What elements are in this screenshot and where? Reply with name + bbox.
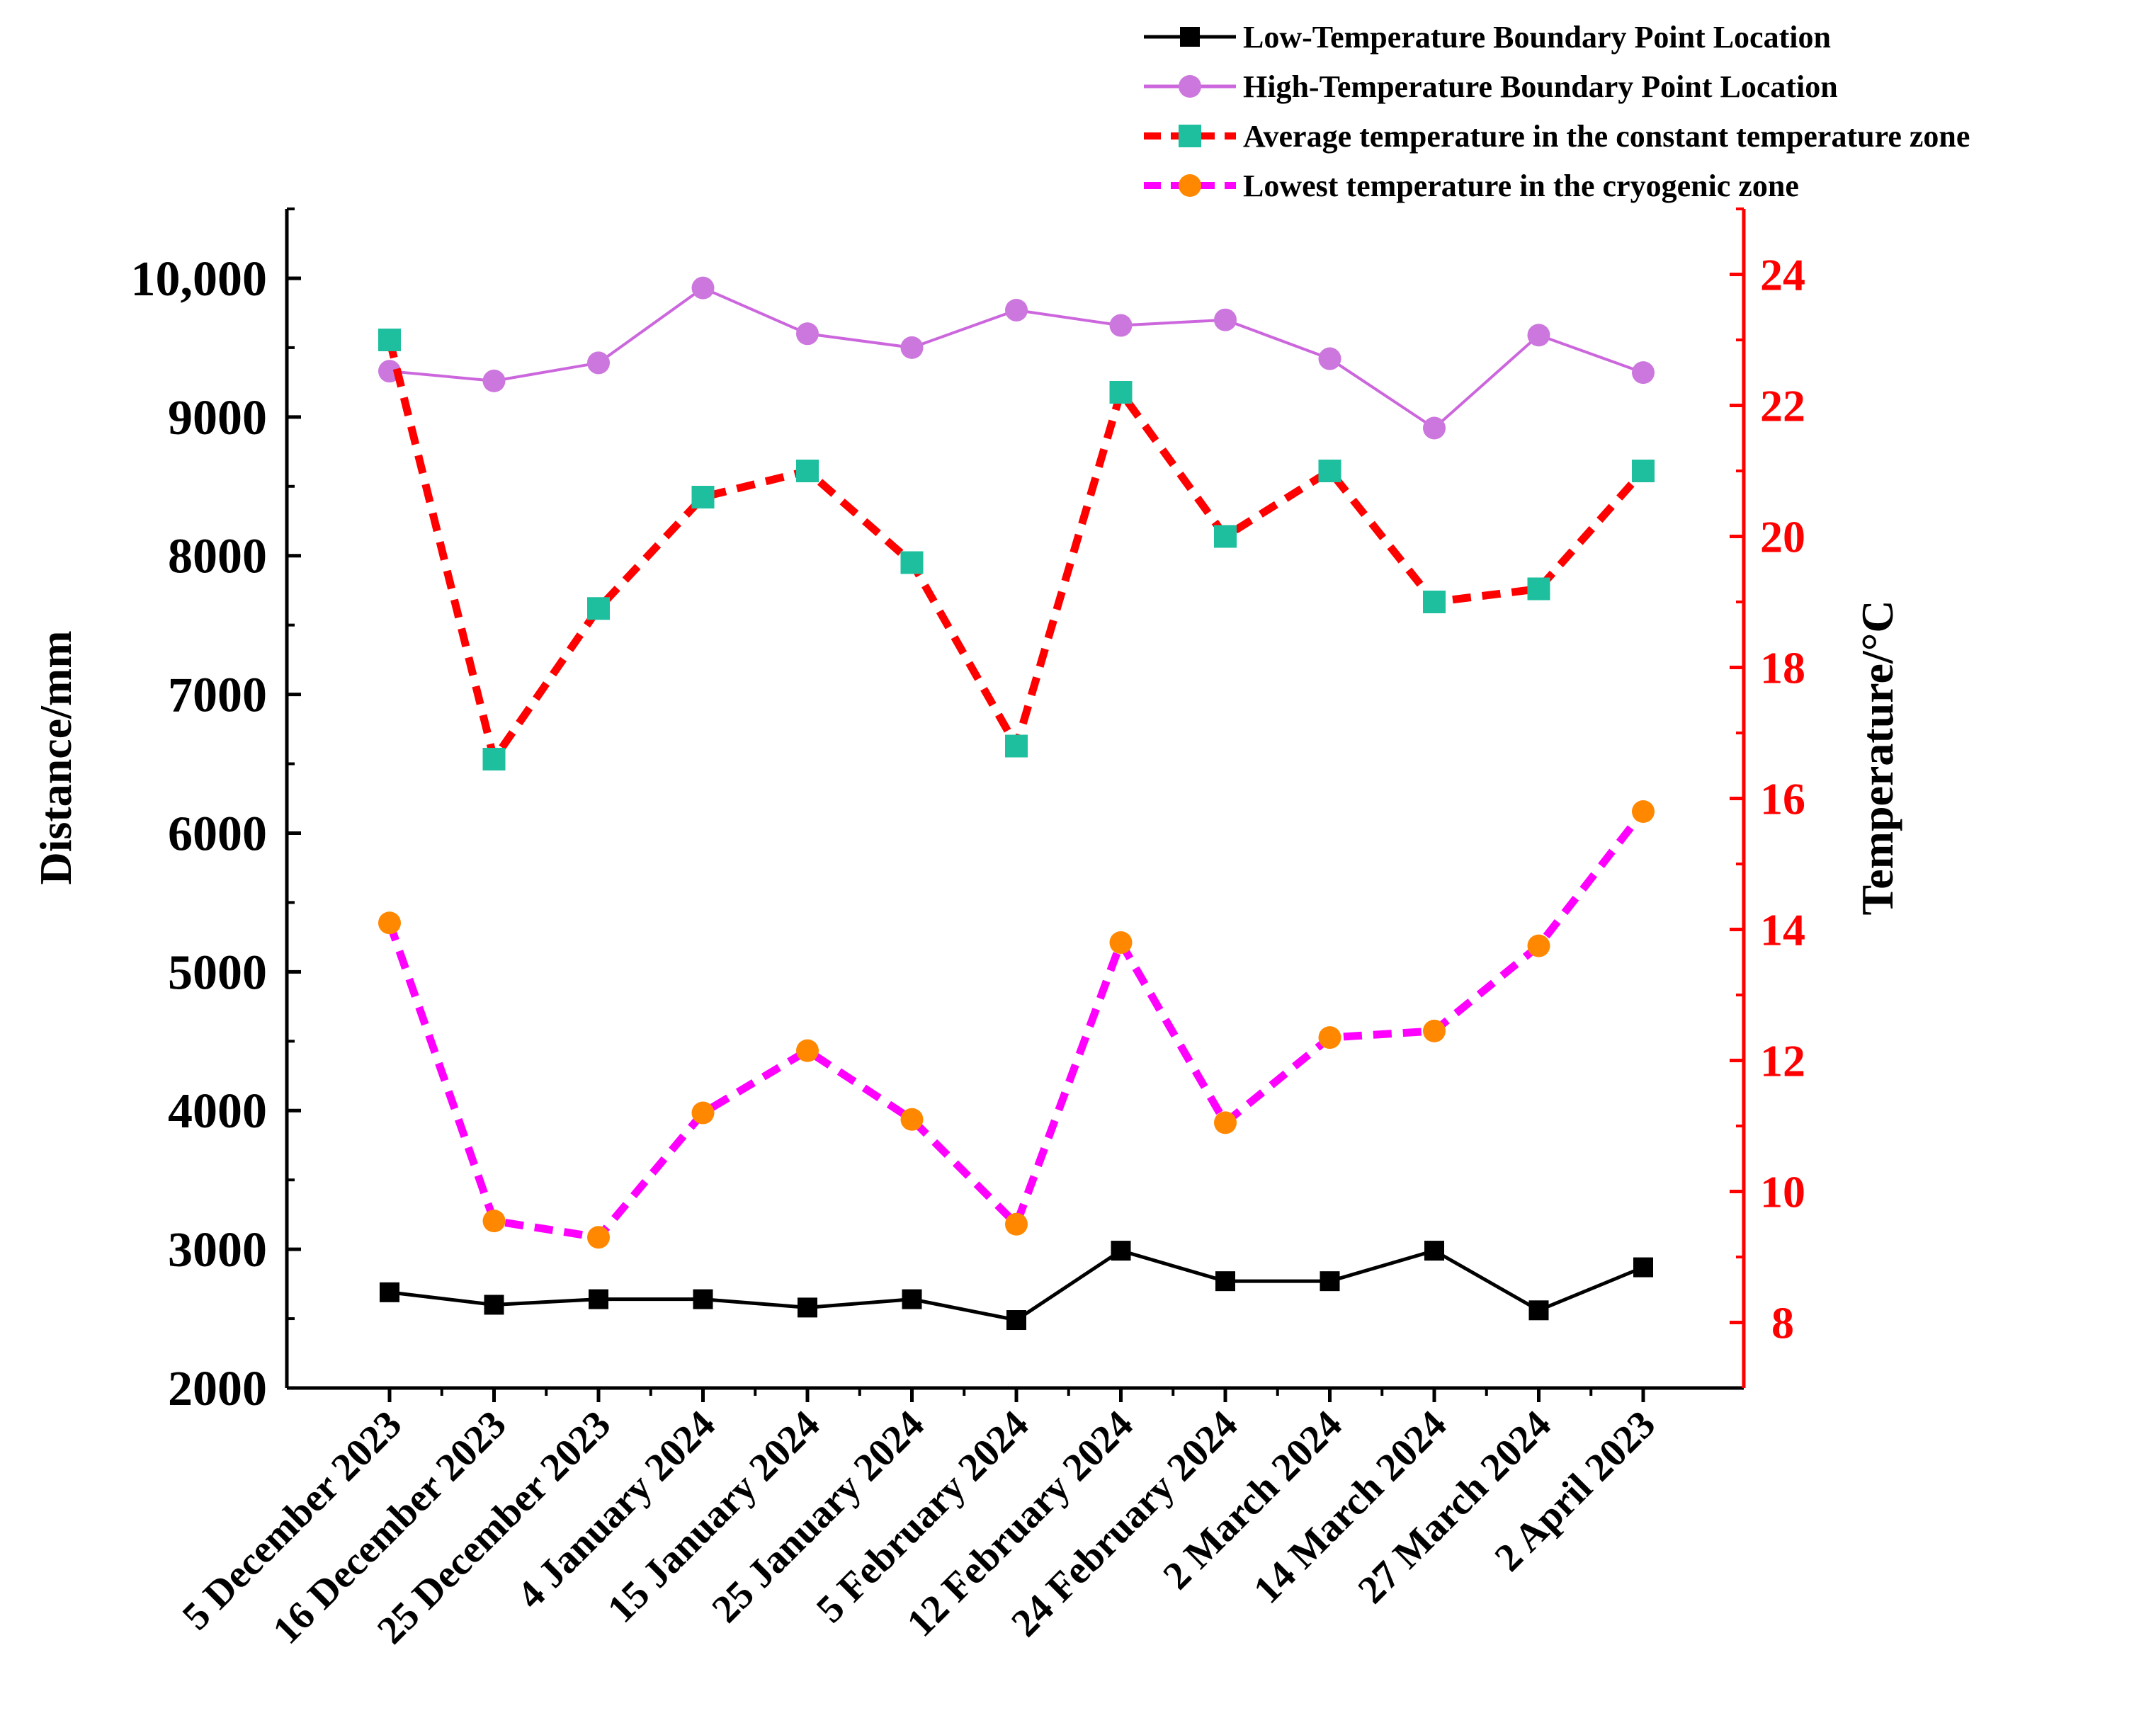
series-line <box>389 1248 1644 1322</box>
data-point <box>587 1226 610 1249</box>
data-point <box>482 748 506 770</box>
data-point <box>1527 934 1550 957</box>
data-point <box>796 322 819 346</box>
data-point <box>484 1295 504 1315</box>
right-axis-label: Temperature/°C <box>1852 600 1902 915</box>
data-point <box>589 1289 608 1309</box>
series-1 <box>380 1241 1653 1331</box>
x-tick-label: 2 March 2024 <box>1154 1402 1350 1598</box>
right-tick-label: 12 <box>1760 1036 1805 1086</box>
right-tick-label: 18 <box>1760 643 1805 693</box>
data-point <box>1632 460 1655 482</box>
data-point <box>587 597 610 620</box>
legend-item: Low-Temperature Boundary Point Location <box>1144 20 1831 55</box>
legend-marker <box>1180 27 1200 47</box>
data-point <box>1527 324 1550 347</box>
legend: Low-Temperature Boundary Point Location H… <box>1144 20 1970 203</box>
left-tick-label: 9000 <box>168 391 267 445</box>
legend-label: Lowest temperature in the cryogenic zone <box>1243 169 1799 203</box>
data-point <box>798 1297 817 1318</box>
series-3 <box>378 329 1655 770</box>
data-point <box>796 460 819 482</box>
left-tick-label: 4000 <box>168 1084 267 1139</box>
data-point <box>380 1282 399 1302</box>
data-point <box>1005 1212 1028 1236</box>
data-point <box>1632 361 1655 385</box>
data-point <box>1109 314 1133 337</box>
data-point <box>902 1289 922 1309</box>
right-tick-label: 20 <box>1760 512 1805 562</box>
data-point <box>691 276 715 300</box>
left-tick-label: 5000 <box>168 945 267 1000</box>
data-point <box>691 1101 715 1125</box>
data-point <box>1528 1300 1549 1321</box>
left-tick-label: 2000 <box>168 1362 267 1416</box>
data-point <box>693 1289 713 1309</box>
legend-marker <box>1179 75 1201 98</box>
data-point <box>1318 347 1341 370</box>
legend-item: High-Temperature Boundary Point Location <box>1144 69 1838 104</box>
data-point <box>691 486 715 508</box>
right-tick-label: 8 <box>1771 1298 1794 1348</box>
right-tick-label: 16 <box>1760 774 1805 824</box>
left-tick-label: 8000 <box>168 530 267 584</box>
data-point <box>900 1108 924 1131</box>
data-point <box>1006 1310 1026 1331</box>
data-point <box>1005 734 1028 758</box>
left-tick-label: 7000 <box>168 669 267 723</box>
data-point <box>1215 1271 1235 1292</box>
data-point <box>1318 1026 1341 1049</box>
series-4 <box>378 800 1655 1249</box>
legend-label: Average temperature in the constant temp… <box>1243 119 1970 154</box>
data-point <box>482 369 506 392</box>
series-line <box>385 809 1647 1241</box>
series-line <box>385 339 1647 763</box>
data-point <box>378 329 401 351</box>
left-tick-label: 3000 <box>168 1223 267 1278</box>
right-tick-label: 24 <box>1760 250 1805 300</box>
legend-label: Low-Temperature Boundary Point Location <box>1243 20 1831 55</box>
right-tick-label: 22 <box>1760 381 1805 431</box>
data-point <box>900 336 924 359</box>
data-point <box>1423 1019 1446 1042</box>
left-tick-label: 10,000 <box>131 252 268 307</box>
legend-marker <box>1179 125 1201 147</box>
data-point <box>1423 416 1446 440</box>
data-point <box>482 1210 506 1233</box>
right-tick-label: 10 <box>1760 1167 1805 1217</box>
data-point <box>1527 577 1550 601</box>
legend-label: High-Temperature Boundary Point Location <box>1243 69 1838 104</box>
data-point <box>587 351 610 375</box>
legend-item: Average temperature in the constant temp… <box>1144 119 1970 154</box>
data-point <box>1111 1241 1131 1261</box>
data-point <box>1214 308 1237 331</box>
data-point <box>900 551 924 574</box>
data-point <box>1633 1257 1653 1278</box>
data-point <box>1632 800 1655 823</box>
left-tick-label: 6000 <box>168 807 267 861</box>
series-layer <box>378 276 1655 1331</box>
left-axis-label: Distance/mm <box>30 630 81 884</box>
data-point <box>1318 460 1341 482</box>
data-point <box>1320 1271 1340 1292</box>
data-point <box>1109 381 1133 404</box>
data-point <box>1005 298 1028 322</box>
legend-item: Lowest temperature in the cryogenic zone <box>1144 169 1799 203</box>
data-point <box>1214 525 1237 548</box>
data-point <box>1109 931 1133 954</box>
right-tick-label: 14 <box>1760 905 1805 955</box>
data-point <box>1214 1111 1237 1134</box>
data-point <box>1424 1241 1444 1261</box>
legend-marker <box>1179 174 1201 197</box>
data-point <box>1423 591 1446 613</box>
data-point <box>378 911 401 935</box>
series-2 <box>378 276 1655 440</box>
data-point <box>796 1039 819 1062</box>
